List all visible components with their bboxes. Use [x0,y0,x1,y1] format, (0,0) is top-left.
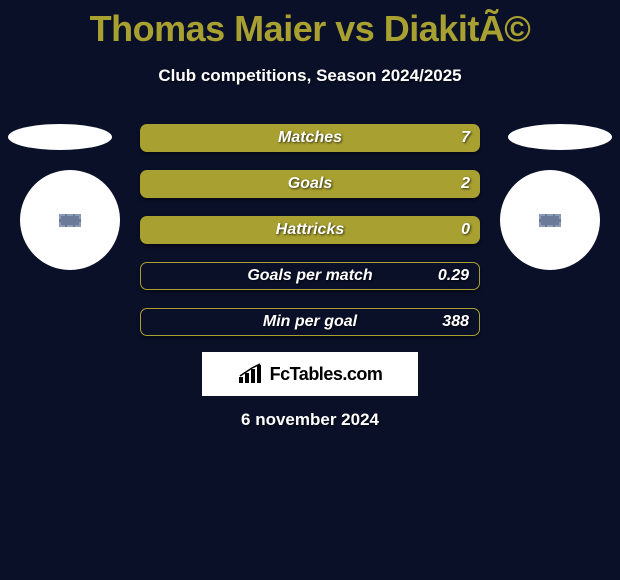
player-right-avatar [500,170,600,270]
stat-row-goals: Goals 2 [140,170,480,198]
stat-row-min-per-goal: Min per goal 388 [140,308,480,336]
stat-row-matches: Matches 7 [140,124,480,152]
stat-value: 388 [442,313,469,331]
stat-label: Min per goal [263,313,357,331]
bar-chart-icon [238,363,264,385]
stat-value: 2 [461,175,470,193]
placeholder-image-icon [539,214,561,227]
stat-label: Goals [288,175,332,193]
player-left-ellipse [8,124,112,150]
player-right-ellipse [508,124,612,150]
stat-row-hattricks: Hattricks 0 [140,216,480,244]
stat-value: 0 [461,221,470,239]
stat-label: Matches [278,129,342,147]
player-left-avatar [20,170,120,270]
stats-container: Matches 7 Goals 2 Hattricks 0 Goals per … [140,124,480,336]
page-subtitle: Club competitions, Season 2024/2025 [0,66,620,86]
stat-label: Goals per match [247,267,372,285]
brand-text: FcTables.com [270,364,383,385]
stat-row-goals-per-match: Goals per match 0.29 [140,262,480,290]
stat-value: 7 [461,129,470,147]
page-title: Thomas Maier vs DiakitÃ© [0,0,620,50]
stat-value: 0.29 [438,267,469,285]
stat-label: Hattricks [276,221,344,239]
placeholder-image-icon [59,214,81,227]
brand-badge: FcTables.com [202,352,418,396]
footer-date: 6 november 2024 [241,410,379,430]
